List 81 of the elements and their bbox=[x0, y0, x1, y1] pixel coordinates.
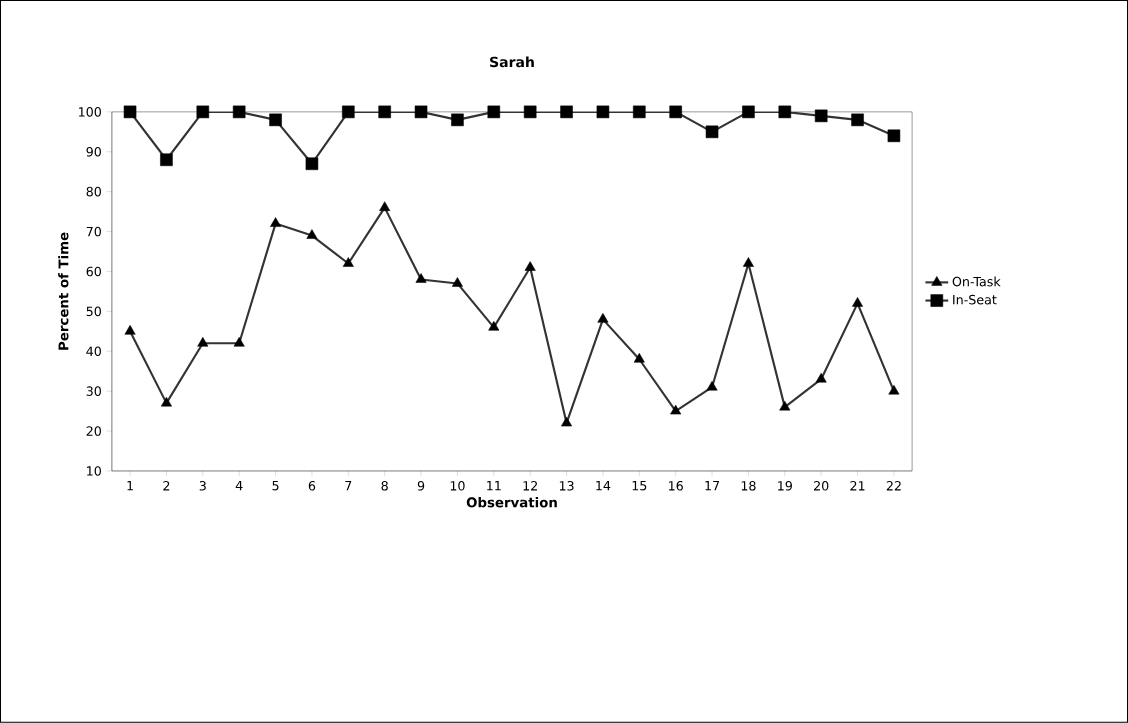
x-tick-label: 7 bbox=[345, 481, 352, 491]
point bbox=[852, 297, 864, 307]
point bbox=[378, 105, 391, 119]
x-tick-label: 22 bbox=[886, 481, 901, 491]
point bbox=[124, 325, 136, 335]
point bbox=[415, 273, 427, 283]
point bbox=[561, 416, 573, 427]
x-tick-label: 4 bbox=[235, 481, 243, 491]
point bbox=[779, 400, 791, 411]
point bbox=[160, 396, 172, 407]
point bbox=[487, 105, 501, 119]
point bbox=[705, 125, 719, 139]
point bbox=[451, 113, 464, 127]
legend-label: In-Seat bbox=[953, 294, 997, 305]
y-tick-label: 10 bbox=[87, 466, 101, 476]
chart-title: Sarah bbox=[490, 56, 534, 68]
x-tick-label: 15 bbox=[632, 481, 647, 491]
point bbox=[706, 380, 718, 391]
point bbox=[488, 321, 500, 331]
x-tick-label: 5 bbox=[272, 481, 279, 491]
point bbox=[814, 109, 828, 123]
point bbox=[451, 277, 463, 287]
point bbox=[633, 105, 646, 119]
x-tick-label: 8 bbox=[381, 481, 388, 491]
point bbox=[342, 105, 355, 119]
x-tick-label: 14 bbox=[596, 481, 611, 491]
point bbox=[742, 257, 754, 267]
x-tick-label: 17 bbox=[705, 481, 720, 491]
y-tick-label: 100 bbox=[79, 107, 101, 117]
point bbox=[597, 313, 609, 323]
point bbox=[196, 105, 210, 119]
point bbox=[742, 105, 755, 119]
y-axis-title: Percent of Time bbox=[58, 232, 69, 350]
point bbox=[197, 337, 209, 347]
x-tick-label: 10 bbox=[450, 481, 465, 491]
point bbox=[123, 105, 137, 119]
y-tick-label: 40 bbox=[86, 346, 101, 357]
point bbox=[596, 105, 610, 119]
point bbox=[560, 105, 573, 119]
x-tick-label: 2 bbox=[163, 481, 170, 491]
point bbox=[815, 372, 827, 383]
point bbox=[523, 105, 537, 119]
x-tick-label: 9 bbox=[417, 481, 425, 491]
y-tick-label: 90 bbox=[86, 147, 101, 157]
x-tick-label: 21 bbox=[850, 481, 865, 491]
point bbox=[306, 229, 318, 239]
y-tick-label: 60 bbox=[86, 266, 101, 277]
point bbox=[270, 217, 282, 227]
y-tick-label: 20 bbox=[86, 426, 101, 436]
x-tick-label: 19 bbox=[778, 481, 792, 491]
y-tick-label: 50 bbox=[86, 306, 101, 317]
point bbox=[887, 129, 901, 143]
point bbox=[888, 384, 900, 395]
point bbox=[342, 257, 354, 267]
y-tick-label: 70 bbox=[86, 226, 101, 237]
point bbox=[633, 353, 645, 363]
x-tick-label: 16 bbox=[669, 481, 683, 491]
point bbox=[669, 105, 682, 119]
x-tick-label: 3 bbox=[199, 481, 206, 491]
point bbox=[232, 105, 246, 119]
point bbox=[851, 113, 864, 127]
x-tick-label: 18 bbox=[741, 481, 756, 491]
x-tick-label: 6 bbox=[308, 481, 316, 491]
x-tick-label: 1 bbox=[127, 481, 133, 491]
x-tick-label: 12 bbox=[523, 481, 537, 491]
point bbox=[524, 261, 536, 271]
point bbox=[160, 153, 173, 167]
point bbox=[379, 201, 391, 211]
point bbox=[269, 113, 282, 127]
point bbox=[778, 105, 792, 119]
point bbox=[305, 157, 319, 171]
legend-label: On-Task bbox=[952, 276, 1001, 287]
x-tick-label: 20 bbox=[814, 481, 829, 491]
point bbox=[670, 404, 682, 415]
y-tick-label: 80 bbox=[86, 186, 101, 197]
x-axis-title: Observation bbox=[466, 497, 557, 508]
x-tick-label: 11 bbox=[487, 481, 501, 491]
point bbox=[233, 337, 245, 347]
x-tick-label: 13 bbox=[559, 481, 574, 491]
point bbox=[414, 105, 428, 119]
y-tick-label: 30 bbox=[86, 386, 101, 397]
